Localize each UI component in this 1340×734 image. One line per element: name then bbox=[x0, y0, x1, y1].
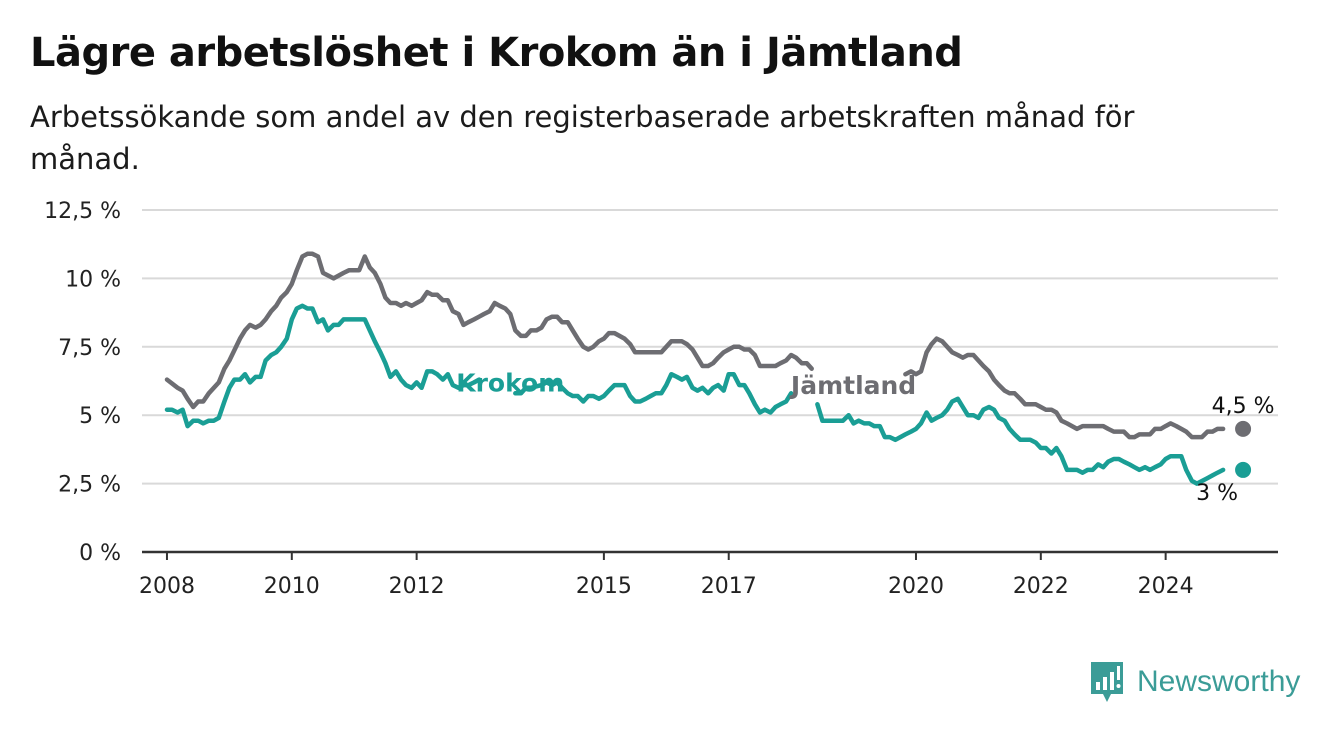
y-tick-label: 0 % bbox=[79, 541, 121, 566]
series-line-jämtland bbox=[164, 251, 814, 410]
x-tick-label: 2008 bbox=[139, 574, 195, 599]
series-line-krokom bbox=[513, 371, 794, 415]
x-tick-label: 2012 bbox=[389, 574, 445, 599]
newsworthy-logo-icon bbox=[1091, 662, 1123, 702]
series-label-krokom: Krokom bbox=[456, 368, 564, 397]
end-label-jamtland: 4,5 % bbox=[1212, 394, 1275, 419]
brand-name: Newsworthy bbox=[1137, 665, 1301, 698]
line-chart: 0 %2,5 %5 %7,5 %10 %12,5 % 2008 2010 2012 2… bbox=[44, 199, 1278, 599]
x-tick-label: 2017 bbox=[701, 574, 757, 599]
gridlines bbox=[142, 209, 1278, 485]
x-tick-label: 2024 bbox=[1138, 574, 1194, 599]
chart-title: Lägre arbetslöshet i Krokom än i Jämtlan… bbox=[30, 30, 963, 76]
chart-subtitle: Arbetssökande som andel av den registerb… bbox=[30, 100, 1135, 176]
newsworthy-brand[interactable]: Newsworthy bbox=[1089, 660, 1300, 704]
x-tick-label: 2010 bbox=[264, 574, 320, 599]
y-tick-label: 5 % bbox=[79, 404, 121, 429]
y-tick-label: 7,5 % bbox=[58, 336, 121, 361]
x-tick-label: 2015 bbox=[576, 574, 632, 599]
end-label-krokom: 3 % bbox=[1196, 481, 1238, 506]
y-tick-label: 12,5 % bbox=[44, 199, 121, 224]
series-labels: Krokom Jämtland 4,5 % 3 % bbox=[456, 368, 1274, 506]
x-tick-label: 2020 bbox=[888, 574, 944, 599]
end-point-jämtland bbox=[1235, 420, 1252, 437]
y-tick-label: 10 % bbox=[65, 267, 121, 292]
x-tick-label: 2022 bbox=[1013, 574, 1069, 599]
series-lines bbox=[164, 251, 1252, 486]
y-tick-label: 2,5 % bbox=[58, 473, 121, 498]
x-axis-ticks: 2008 2010 2012 2015 2017 2020 2022 2024 bbox=[139, 550, 1278, 599]
y-axis-ticks: 0 % 2,5 % 5 % 7,5 % 10 % 12,5 % bbox=[44, 199, 121, 566]
series-line-jämtland bbox=[903, 336, 1226, 440]
series-line-krokom bbox=[815, 396, 1226, 486]
series-line-krokom bbox=[164, 303, 482, 429]
series-label-jämtland: Jämtland bbox=[789, 371, 916, 400]
end-point-krokom bbox=[1235, 461, 1252, 478]
